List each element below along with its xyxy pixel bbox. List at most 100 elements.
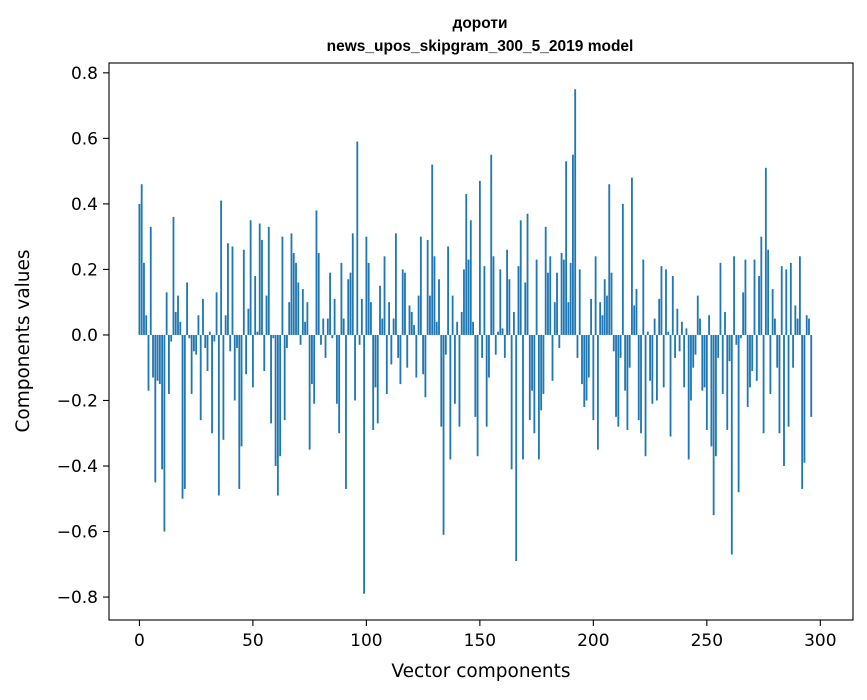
bar	[753, 259, 756, 335]
bar	[680, 321, 683, 335]
chart-title-group: дороти news_upos_skipgram_300_5_2019 mod…	[327, 15, 634, 55]
bar	[558, 334, 561, 349]
bar	[227, 243, 229, 335]
bar	[522, 334, 524, 460]
bar	[683, 334, 686, 388]
bar	[808, 318, 810, 335]
bar	[301, 289, 304, 335]
bar	[254, 275, 257, 335]
bar	[354, 334, 356, 401]
bar	[456, 321, 459, 335]
bar	[442, 334, 445, 535]
bar	[526, 213, 529, 335]
bar	[213, 334, 216, 342]
bar	[798, 256, 801, 335]
bar	[181, 334, 184, 499]
bar	[758, 275, 760, 335]
bar	[392, 318, 395, 335]
bar	[742, 292, 745, 335]
x-tick-label: 200	[577, 631, 609, 651]
bar	[374, 334, 377, 388]
bar	[240, 334, 243, 447]
bar	[594, 256, 597, 335]
bar	[283, 334, 286, 421]
bar	[265, 295, 268, 335]
bar	[662, 334, 665, 388]
bar	[154, 334, 157, 483]
bar	[728, 334, 731, 362]
bar	[145, 315, 148, 335]
bar	[624, 334, 627, 391]
bar	[651, 334, 654, 404]
bar	[599, 302, 602, 335]
bar	[335, 334, 338, 404]
bar	[381, 318, 384, 335]
bar	[429, 295, 431, 335]
y-tick-label: 0.0	[71, 326, 98, 346]
bar	[499, 269, 502, 335]
bar	[608, 184, 611, 335]
bar	[469, 220, 472, 335]
bar	[231, 246, 234, 335]
bar	[304, 321, 307, 335]
bar	[179, 321, 182, 335]
bar	[574, 89, 577, 335]
bar	[549, 256, 552, 335]
bar	[796, 318, 799, 335]
bar	[367, 262, 370, 335]
bar	[299, 334, 302, 345]
bar	[658, 298, 661, 335]
bar	[508, 279, 511, 335]
bar	[435, 321, 438, 335]
bar	[701, 334, 704, 391]
bar	[363, 334, 366, 594]
bar	[406, 334, 409, 368]
bar	[726, 334, 729, 430]
bar	[279, 334, 282, 457]
bar	[653, 318, 656, 335]
bar	[733, 256, 735, 335]
bar	[465, 194, 468, 335]
bar	[263, 334, 266, 371]
bar	[699, 318, 701, 335]
bar	[272, 334, 275, 339]
bar	[233, 334, 236, 401]
bar	[295, 262, 297, 335]
bar	[138, 203, 141, 335]
bar	[517, 266, 520, 335]
bar	[737, 334, 740, 493]
bar	[578, 269, 581, 335]
bar	[569, 262, 572, 335]
bar	[195, 334, 198, 355]
bar	[463, 269, 465, 335]
bar	[583, 334, 586, 408]
bar	[292, 253, 295, 335]
bar	[165, 292, 168, 335]
bar	[667, 331, 670, 335]
bar	[710, 334, 713, 447]
bar	[211, 334, 213, 434]
bar	[719, 262, 722, 335]
chart-title: дороти	[453, 15, 508, 32]
y-tick-label: 0.4	[71, 195, 98, 215]
bar	[649, 334, 651, 381]
bar	[780, 266, 783, 335]
bar	[453, 334, 456, 404]
x-axis-label: Vector components	[391, 661, 570, 682]
bar	[587, 334, 590, 378]
bar	[665, 269, 667, 335]
bar	[274, 334, 277, 467]
bar	[356, 141, 359, 335]
bar	[147, 334, 150, 391]
bar	[717, 334, 720, 358]
bar	[560, 253, 563, 335]
bar	[501, 328, 504, 335]
bar	[803, 334, 806, 463]
bar	[692, 334, 695, 368]
bar	[358, 334, 361, 345]
x-tick-label: 0	[134, 631, 145, 651]
bar	[540, 334, 543, 411]
bar	[276, 334, 279, 496]
bar	[751, 334, 754, 371]
bar	[315, 210, 318, 335]
